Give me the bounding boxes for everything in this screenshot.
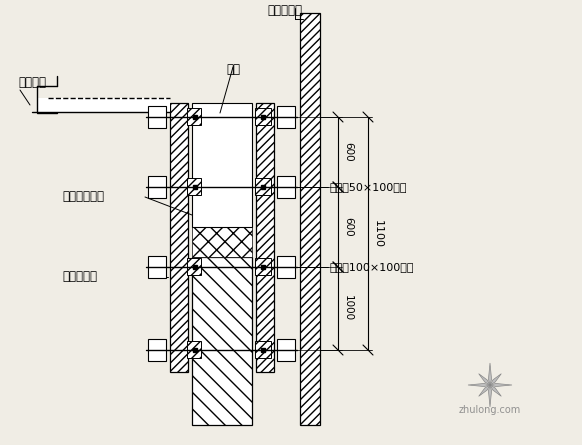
Text: 600: 600 [343,142,353,162]
Text: 1100: 1100 [373,219,383,247]
Polygon shape [490,374,501,385]
Bar [256,103,274,372]
Bar [277,256,295,278]
Bar [255,258,271,275]
Bar [170,103,188,372]
Text: 多层板拼装: 多层板拼装 [268,4,303,17]
Bar [255,178,271,195]
Text: 次龙骨50×100木方: 次龙骨50×100木方 [330,182,407,192]
Polygon shape [490,385,501,396]
Polygon shape [478,374,490,385]
Text: 待浇楼板: 待浇楼板 [18,77,46,89]
Polygon shape [490,384,512,387]
Text: 600: 600 [343,217,353,237]
Bar [277,176,295,198]
Bar [148,256,166,278]
Bar [148,339,166,361]
Bar [192,257,252,425]
Polygon shape [488,363,492,385]
Bar [148,106,166,128]
Text: 混凝土剔凿线: 混凝土剔凿线 [62,190,104,203]
Bar [187,258,201,275]
Bar [277,339,295,361]
Bar [187,108,201,125]
Text: 主龙骨100×100木方: 主龙骨100×100木方 [330,262,414,272]
Bar [148,176,166,198]
Text: 螺栓: 螺栓 [226,63,240,76]
Bar [300,13,320,425]
Bar [255,108,271,125]
Polygon shape [478,385,490,396]
Text: 1000: 1000 [343,295,353,322]
Bar [277,106,295,128]
Text: zhulong.com: zhulong.com [459,405,521,415]
Polygon shape [488,385,492,407]
Bar [37,98,170,112]
Bar [187,178,201,195]
Bar [255,341,271,358]
Text: 已浇筑外墙: 已浇筑外墙 [62,271,97,283]
Bar [187,341,201,358]
Polygon shape [468,384,490,387]
Bar [192,227,252,257]
Bar [192,103,252,227]
